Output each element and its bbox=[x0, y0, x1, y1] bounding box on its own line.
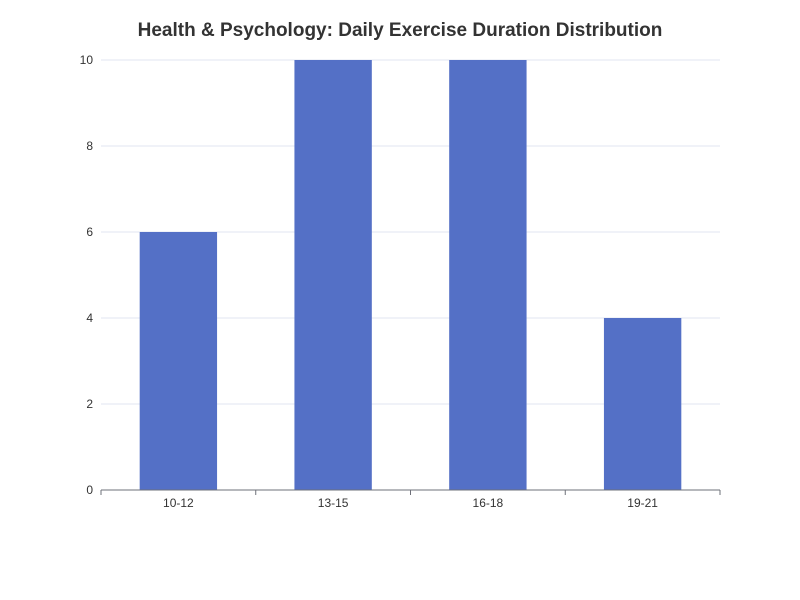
x-tick-label-19-21: 19-21 bbox=[627, 496, 658, 510]
y-tick-label-4: 4 bbox=[86, 311, 93, 325]
x-tick-label-16-18: 16-18 bbox=[473, 496, 504, 510]
bar-16-18 bbox=[449, 60, 527, 490]
bars bbox=[139, 60, 682, 490]
y-tick-label-6: 6 bbox=[86, 225, 93, 239]
bar-19-21 bbox=[603, 318, 682, 490]
y-tick-label-0: 0 bbox=[86, 483, 93, 497]
bar-13-15 bbox=[294, 60, 372, 490]
x-tick-label-10-12: 10-12 bbox=[163, 496, 194, 510]
chart-title: Health & Psychology: Daily Exercise Dura… bbox=[137, 20, 663, 41]
y-tick-label-10: 10 bbox=[80, 53, 94, 67]
bar-10-12 bbox=[139, 232, 218, 490]
x-tick-label-13-15: 13-15 bbox=[318, 496, 349, 510]
y-tick-label-8: 8 bbox=[86, 139, 93, 153]
y-tick-label-2: 2 bbox=[86, 397, 93, 411]
axes: 0 2 4 6 8 10 10-12 13-15 16-18 19-21 bbox=[80, 53, 721, 510]
